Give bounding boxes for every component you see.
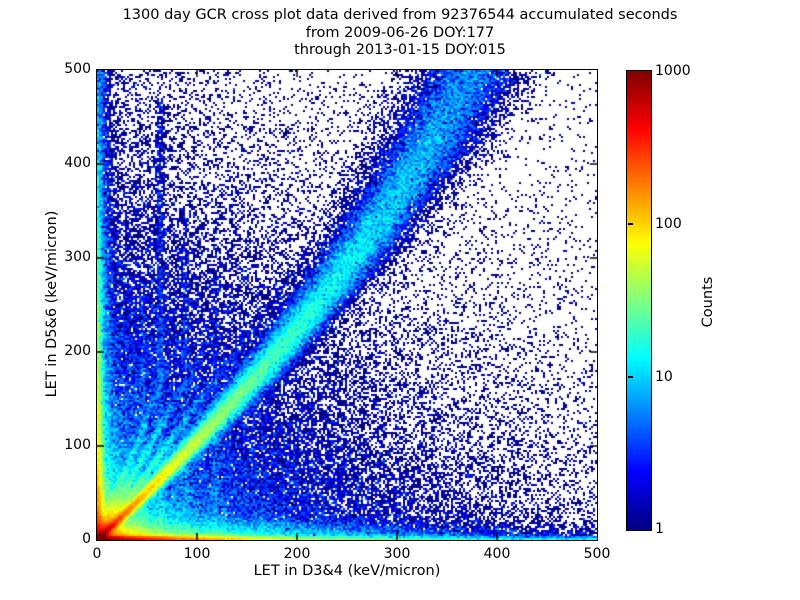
plot-area: [96, 69, 598, 541]
y-tick-label-300: 300: [64, 249, 91, 265]
x-tick-label-300: 300: [383, 546, 411, 562]
colorbar-tick-label-10: 10: [655, 369, 673, 385]
chart-title-line3: through 2013-01-15 DOY:015: [294, 42, 506, 58]
y-tick-label-500: 500: [64, 61, 91, 77]
y-tick-label-400: 400: [64, 155, 91, 171]
y-axis-label: LET in D5&6 (keV/micron): [44, 210, 60, 398]
y-tick-label-200: 200: [64, 343, 91, 359]
colorbar-canvas: [627, 71, 651, 530]
scatter-canvas: [97, 70, 597, 540]
colorbar-tick-label-1: 1: [655, 521, 664, 537]
chart-title-line1: 1300 day GCR cross plot data derived fro…: [122, 7, 678, 23]
colorbar: [626, 70, 652, 531]
x-tick-label-200: 200: [283, 546, 311, 562]
x-tick-label-100: 100: [183, 546, 211, 562]
colorbar-tick-mark-10: [628, 376, 633, 378]
colorbar-tick-label-100: 100: [655, 216, 682, 232]
colorbar-tick-mark-100: [628, 223, 633, 225]
x-tick-label-500: 500: [583, 546, 611, 562]
chart-title-line2: from 2009-06-26 DOY:177: [305, 24, 495, 41]
colorbar-tick-label-1000: 1000: [655, 63, 691, 79]
colorbar-label: Counts: [700, 276, 716, 328]
x-tick-label-400: 400: [483, 546, 511, 562]
y-tick-label-100: 100: [64, 437, 91, 453]
x-tick-label-0: 0: [92, 546, 102, 562]
y-tick-label-0: 0: [82, 531, 91, 547]
chart-title: 1300 day GCR cross plot data derived fro…: [0, 7, 800, 60]
x-axis-label: LET in D3&4 (keV/micron): [253, 563, 441, 579]
